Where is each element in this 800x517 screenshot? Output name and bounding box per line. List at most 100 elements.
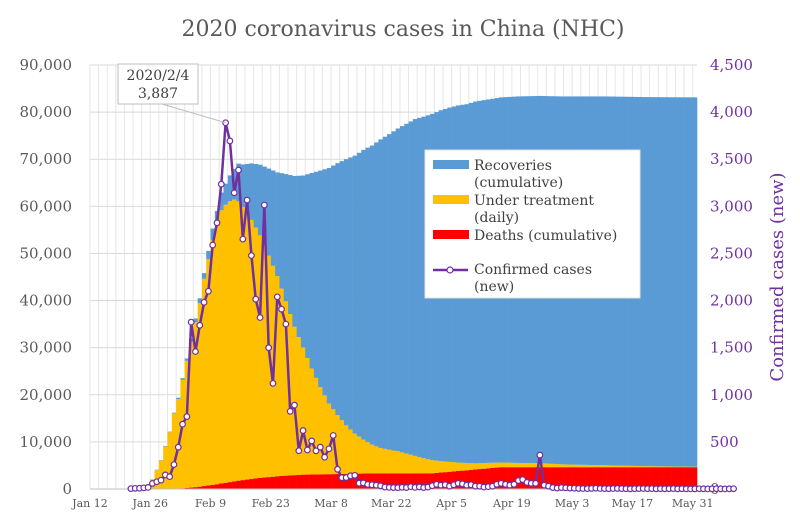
bar-under-treatment: [460, 462, 465, 471]
bar-deaths: [628, 467, 633, 489]
bar-deaths: [309, 474, 315, 489]
bar-deaths: [507, 467, 513, 489]
bar-under-treatment: [684, 466, 689, 468]
bar-deaths: [223, 482, 229, 489]
bar-recoveries: [387, 134, 392, 450]
bar-recoveries: [240, 164, 246, 207]
bar-recoveries: [193, 318, 198, 323]
bar-deaths: [288, 475, 293, 489]
bar-under-treatment: [675, 466, 681, 468]
y-left-tick-label: 60,000: [20, 197, 73, 215]
confirmed-point: [243, 196, 251, 204]
bar-recoveries: [365, 147, 371, 443]
bar-deaths: [232, 481, 237, 489]
bar-deaths: [305, 474, 310, 489]
bar-deaths: [684, 467, 689, 489]
bar-deaths: [352, 473, 358, 489]
confirmed-point: [265, 344, 273, 352]
bar-under-treatment: [292, 326, 297, 476]
bar-recoveries: [339, 161, 345, 421]
axes: 0 10,000 20,000 30,000 40,000 50,000 60,000 70,…: [20, 56, 789, 510]
bar-deaths: [348, 473, 353, 489]
bar-under-treatment: [597, 465, 603, 468]
bar-recoveries: [641, 97, 646, 467]
confirmed-point: [204, 287, 212, 295]
bar-under-treatment: [210, 239, 216, 485]
x-tick-label: Apr 5: [435, 497, 467, 510]
bar-recoveries: [223, 183, 229, 205]
bar-under-treatment: [636, 466, 642, 468]
bar-deaths: [503, 467, 508, 489]
bar-deaths: [214, 484, 220, 489]
bar-recoveries: [404, 123, 409, 454]
bar-deaths: [300, 474, 306, 489]
bar-under-treatment: [339, 420, 345, 474]
bar-under-treatment: [490, 462, 495, 468]
bar-deaths: [602, 467, 607, 489]
legend-box: [424, 149, 641, 299]
y-right-axis-title: Confirmed cases (new): [767, 172, 788, 381]
bar-under-treatment: [309, 368, 315, 475]
bar-under-treatment: [628, 465, 633, 468]
bar-deaths: [253, 478, 259, 489]
bar-deaths: [554, 467, 560, 489]
confirmed-point: [312, 447, 320, 455]
bar-deaths: [645, 467, 650, 489]
bar-under-treatment: [554, 464, 560, 468]
bar-deaths: [593, 467, 599, 489]
bar-under-treatment: [503, 462, 508, 468]
peak-callout: 2020/2/4 3,887: [117, 63, 226, 124]
bar-recoveries: [679, 97, 685, 467]
bar-under-treatment: [464, 463, 470, 471]
bar-under-treatment: [219, 210, 224, 484]
bar-under-treatment: [180, 379, 186, 489]
bar-deaths: [546, 467, 551, 489]
bar-recoveries: [649, 97, 655, 467]
bar-deaths: [339, 473, 345, 489]
bar-under-treatment: [275, 276, 280, 477]
bar-deaths: [425, 473, 431, 489]
bar-recoveries: [167, 431, 173, 433]
bar-recoveries: [288, 175, 293, 315]
bar-deaths: [692, 467, 698, 489]
bar-deaths: [511, 467, 517, 489]
bar-under-treatment: [184, 360, 190, 488]
y-right-tick-label: 2,500: [710, 244, 753, 262]
bar-recoveries: [378, 139, 384, 448]
callout-leader: [161, 103, 226, 124]
bar-deaths: [597, 467, 603, 489]
bar-under-treatment: [529, 463, 534, 468]
bar-deaths: [567, 467, 573, 489]
bar-deaths: [632, 467, 638, 489]
bar-under-treatment: [227, 201, 233, 483]
bar-under-treatment: [533, 463, 539, 468]
confirmed-point: [325, 445, 333, 453]
bar-under-treatment: [421, 458, 427, 474]
confirmed-point: [166, 473, 174, 481]
bar-under-treatment: [550, 463, 556, 468]
bar-deaths: [395, 473, 401, 489]
bar-deaths: [563, 467, 569, 489]
bar-recoveries: [662, 97, 668, 467]
bar-recoveries: [318, 170, 323, 388]
bar-under-treatment: [201, 278, 207, 487]
bar-deaths: [262, 477, 267, 489]
bar-deaths: [318, 474, 323, 489]
bar-recoveries: [356, 152, 362, 437]
bar-recoveries: [408, 121, 414, 455]
confirmed-point: [187, 318, 195, 326]
bar-under-treatment: [623, 465, 629, 468]
bar-under-treatment: [417, 457, 422, 474]
bar-under-treatment: [171, 413, 177, 489]
bar-deaths: [387, 473, 392, 489]
confirmed-point: [230, 189, 238, 197]
bar-deaths: [490, 467, 495, 489]
confirmed-point: [730, 485, 737, 493]
bar-under-treatment: [412, 455, 418, 474]
bar-deaths: [206, 485, 211, 489]
confirmed-point: [334, 465, 341, 473]
bar-under-treatment: [283, 301, 289, 476]
confirmed-point: [239, 235, 247, 243]
bar-deaths: [653, 467, 659, 489]
callout-value: 3,887: [138, 86, 178, 102]
